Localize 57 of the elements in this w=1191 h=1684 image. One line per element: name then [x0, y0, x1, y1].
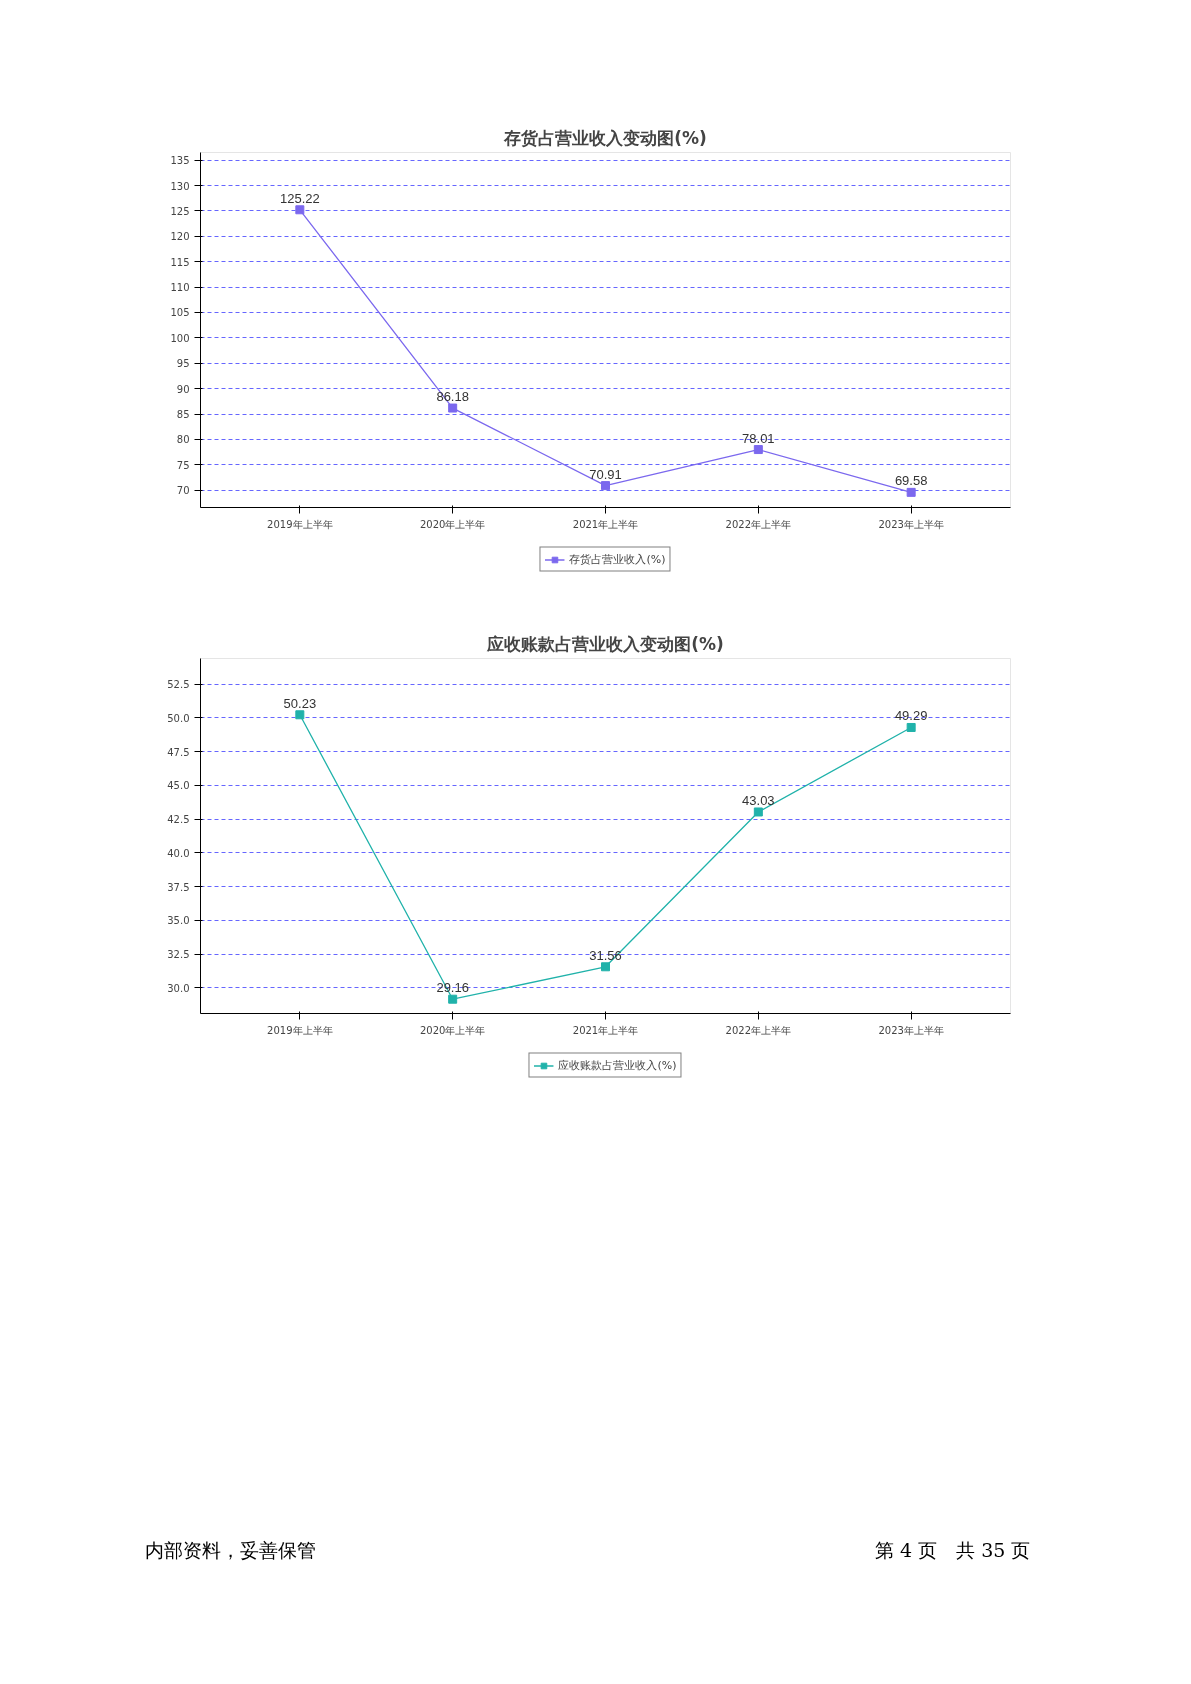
x-tick-label: 2022年上半年 [725, 1024, 792, 1036]
legend-label: 存货占营业收入(%) [569, 551, 666, 567]
point [753, 445, 763, 455]
x-tick-label: 2019年上半年 [267, 518, 333, 530]
y-tick-label: 52.5 [167, 679, 190, 691]
point [448, 403, 458, 413]
y-tick-label: 110 [170, 282, 190, 294]
y-tick-label: 37.5 [167, 881, 190, 893]
y-tick-label: 100 [170, 332, 190, 344]
y-tick-label: 45.0 [167, 780, 190, 792]
point [601, 962, 610, 972]
y-tick-label: 80 [176, 434, 190, 446]
y-tick-label: 35.0 [167, 915, 190, 927]
y-tick-label: 70 [176, 485, 190, 497]
point [906, 722, 916, 732]
y-tick-label: 95 [176, 358, 190, 370]
y-tick-label: 75 [176, 459, 190, 471]
y-tick-label: 32.5 [167, 949, 190, 961]
x-tick-label: 2021年上半年 [572, 1024, 639, 1036]
y-tick-label: 105 [170, 307, 190, 319]
x-tick-label: 2020年上半年 [419, 1024, 486, 1036]
data-label: 43.03 [742, 792, 775, 808]
point [906, 487, 916, 497]
y-tick-label: 90 [176, 383, 190, 395]
y-tick-label: 42.5 [167, 814, 190, 826]
data-label: 70.91 [589, 466, 622, 482]
y-tick-label: 47.5 [167, 746, 190, 758]
y-tick-label: 115 [170, 256, 190, 268]
y-tick-label: 40.0 [167, 847, 190, 859]
x-tick-label: 2023年上半年 [878, 1024, 944, 1036]
y-tick-label: 130 [170, 180, 190, 192]
x-tick-label: 2023年上半年 [878, 518, 944, 530]
point [753, 807, 763, 817]
x-tick-label: 2020年上半年 [419, 518, 486, 530]
y-tick-label: 135 [170, 155, 190, 167]
point [601, 481, 610, 491]
y-tick-label: 125 [170, 205, 190, 217]
y-tick-label: 50.0 [167, 712, 190, 724]
chart-title: 存货占营业收入变动图(%) [503, 127, 707, 148]
data-label: 69.58 [894, 473, 928, 489]
x-tick-label: 2019年上半年 [267, 1024, 333, 1036]
data-label: 78.01 [742, 430, 775, 446]
data-label: 125.22 [279, 190, 320, 206]
point [295, 710, 305, 720]
x-tick-label: 2021年上半年 [572, 518, 639, 530]
data-label: 50.23 [283, 695, 317, 711]
y-tick-label: 120 [170, 231, 190, 243]
y-tick-label: 85 [176, 409, 190, 421]
text: 内部资料，妥善保管 [145, 1538, 316, 1563]
point [295, 205, 305, 215]
text: 第 4 页 共 35 页 [875, 1538, 1031, 1563]
data-label: 49.29 [894, 708, 928, 724]
chart-title: 应收账款占营业收入变动图(%) [486, 633, 724, 654]
legend-label: 应收账款占营业收入(%) [558, 1057, 677, 1073]
y-tick-label: 30.0 [167, 982, 190, 994]
point [448, 994, 458, 1004]
x-tick-label: 2022年上半年 [725, 518, 792, 530]
